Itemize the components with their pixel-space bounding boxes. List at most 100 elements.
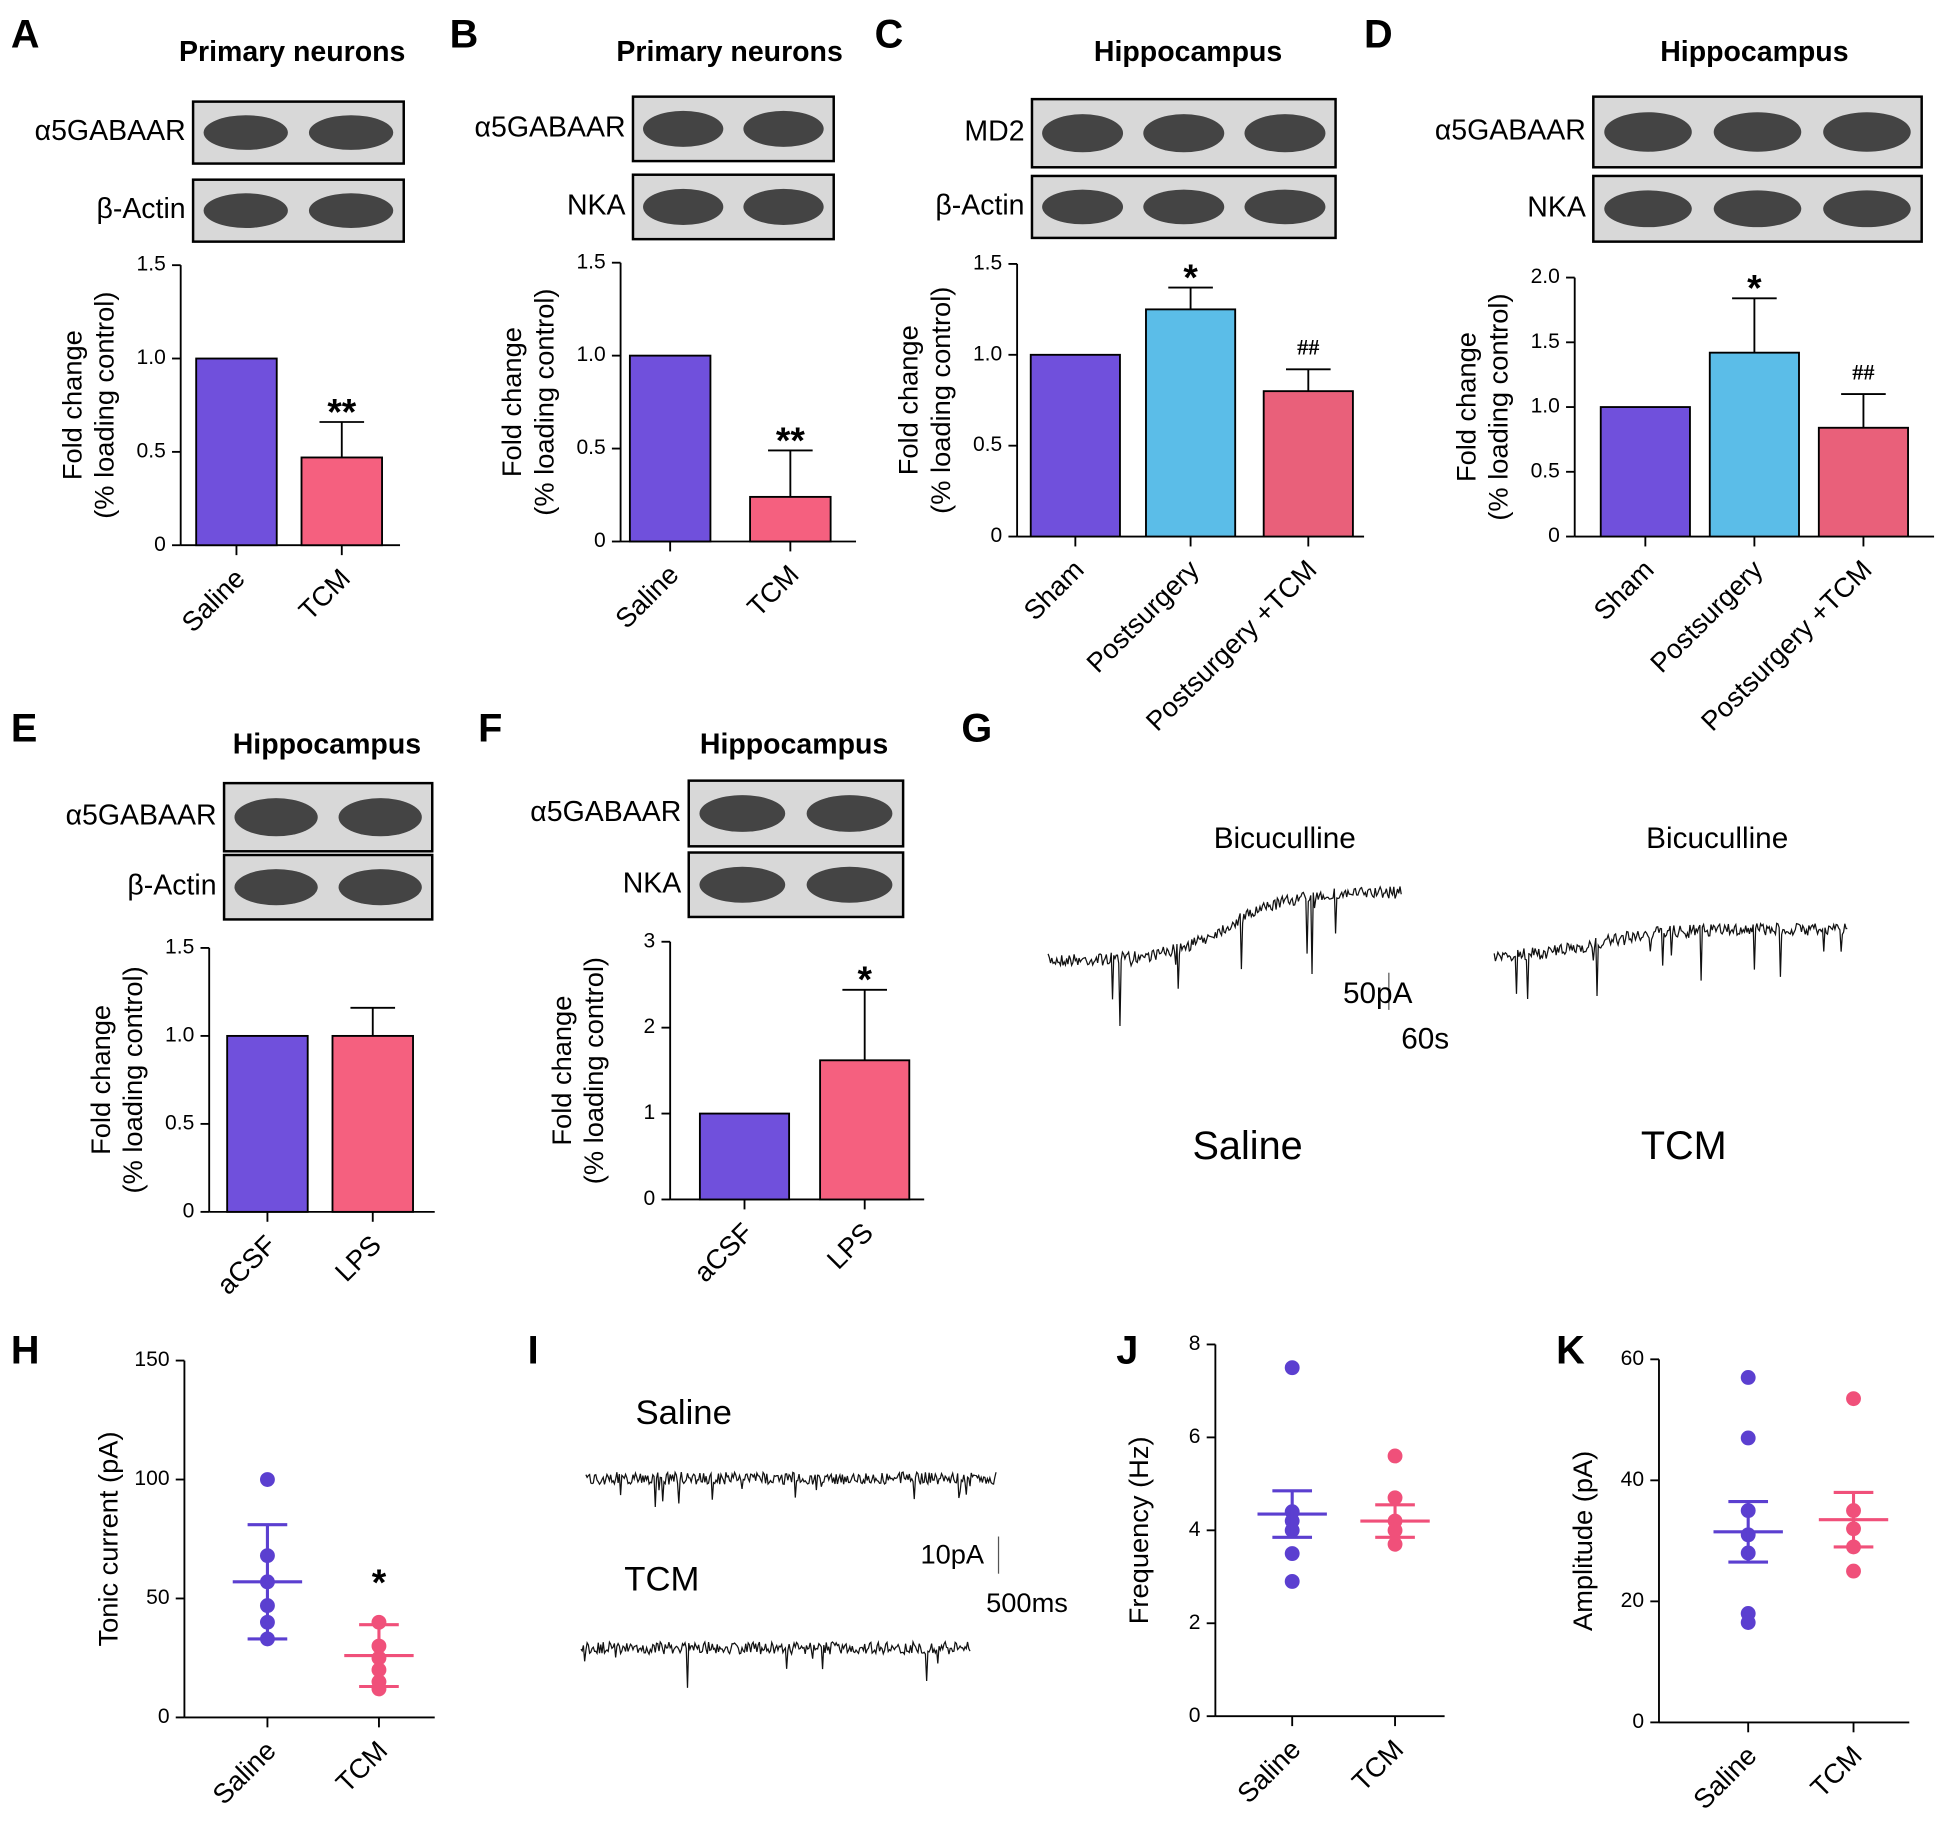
trace-label: 60s	[1401, 1023, 1449, 1056]
blot-label: α5GABAAR	[475, 111, 626, 143]
blot-band	[203, 115, 288, 150]
y-axis-label: (% loading control)	[578, 957, 609, 1184]
error-bar	[1841, 393, 1886, 428]
y-tick-label: 50	[146, 1586, 169, 1609]
y-tick-label: 3	[644, 929, 656, 952]
y-tick-label: 0.5	[137, 439, 166, 462]
trace-label: TCM	[1641, 1124, 1727, 1168]
panel-letter: F	[478, 707, 502, 751]
y-tick-label: 0.5	[973, 433, 1002, 456]
blot-band	[1042, 189, 1124, 225]
chart-title: Hippocampus	[1094, 36, 1282, 68]
panel-letter: B	[450, 13, 479, 57]
data-point	[1740, 1370, 1756, 1385]
error-bar	[1833, 1490, 1874, 1549]
panel-letter: H	[11, 1329, 40, 1373]
bar	[749, 495, 832, 543]
blot-band	[643, 110, 724, 147]
trace	[1493, 922, 1848, 1000]
data-point	[1846, 1391, 1861, 1407]
y-tick-label: 2	[1189, 1611, 1201, 1634]
bar	[1599, 406, 1691, 538]
bar	[226, 1034, 309, 1213]
blot-band	[1604, 190, 1692, 228]
trace-label: TCM	[624, 1560, 699, 1598]
data-point	[260, 1472, 275, 1487]
significance: *	[372, 1561, 387, 1603]
blot-label: α5GABAAR	[66, 800, 217, 832]
x-tick-label: TCM	[1804, 1740, 1868, 1804]
error-bar	[1272, 1489, 1313, 1539]
bar	[1029, 353, 1121, 538]
blot-band	[1143, 189, 1225, 225]
x-tick-label: Saline	[1687, 1740, 1762, 1815]
y-tick-label: 60	[1621, 1347, 1644, 1370]
chart-title: Primary neurons	[616, 36, 842, 68]
y-tick-label: 1.5	[973, 251, 1002, 274]
y-tick-label: 0	[1632, 1710, 1644, 1733]
bar	[300, 456, 383, 547]
blot-band	[234, 869, 318, 906]
x-tick-label: Saline	[1231, 1733, 1306, 1808]
y-tick-label: 0	[594, 529, 606, 552]
trace	[1047, 885, 1402, 1027]
y-axis-label: (% loading control)	[117, 966, 148, 1193]
blot-band	[203, 193, 288, 228]
panel-letter: A	[11, 13, 40, 57]
data-point	[1387, 1536, 1403, 1552]
x-tick-label: LPS	[329, 1229, 387, 1287]
x-tick-label: TCM	[1346, 1733, 1410, 1797]
error-bar	[1375, 1503, 1415, 1539]
y-tick-label: 1.5	[165, 935, 194, 958]
y-tick-label: 1.0	[137, 346, 166, 369]
y-tick-label: 0	[158, 1705, 170, 1728]
error-bar	[319, 421, 365, 458]
y-tick-label: 0	[154, 533, 166, 556]
y-tick-label: 1.0	[576, 343, 605, 366]
data-point	[1284, 1360, 1300, 1376]
x-tick-label: LPS	[821, 1217, 879, 1275]
error-bar	[768, 449, 813, 497]
blot-band	[1713, 190, 1802, 228]
blot-label: NKA	[1527, 191, 1586, 223]
error-bar	[247, 1523, 288, 1641]
blot-band	[1823, 190, 1911, 228]
data-point	[1284, 1546, 1300, 1561]
x-tick-label: Sham	[1017, 554, 1089, 626]
x-tick-label: Saline	[609, 559, 684, 634]
blot-band	[1823, 112, 1911, 152]
significance: *	[857, 958, 872, 1000]
error-bar	[359, 1623, 399, 1689]
panel-letter: I	[528, 1329, 539, 1373]
bar	[628, 354, 712, 543]
y-tick-label: 0.5	[1531, 459, 1560, 482]
y-axis-label: (% loading control)	[89, 292, 120, 519]
y-tick-label: 40	[1621, 1468, 1644, 1491]
bar	[195, 357, 278, 547]
bar	[1708, 351, 1800, 538]
x-tick-label: Postsurgery	[1080, 553, 1205, 678]
blot-band	[1143, 114, 1225, 153]
trace-label: 50pA	[1343, 977, 1413, 1010]
blot-band	[743, 188, 824, 225]
y-tick-label: 4	[1189, 1518, 1201, 1541]
blot-band	[743, 110, 824, 147]
x-tick-label: Sham	[1587, 554, 1659, 626]
data-point	[1740, 1430, 1756, 1446]
y-axis-label: Fold change	[893, 325, 924, 475]
error-bar	[350, 1006, 396, 1036]
trace	[580, 1639, 971, 1688]
x-tick-label: TCM	[330, 1735, 394, 1799]
y-axis-label: Fold change	[546, 996, 577, 1146]
y-tick-label: 1.0	[1531, 395, 1560, 418]
bar	[1817, 426, 1909, 538]
blot-label: MD2	[964, 116, 1024, 148]
error-bar	[1286, 368, 1331, 392]
trace-label: Bicuculline	[1646, 822, 1788, 855]
error-bar	[1168, 286, 1213, 310]
blot-label: α5GABAAR	[530, 796, 681, 828]
bar	[1262, 390, 1354, 538]
y-axis-label: Fold change	[1450, 332, 1481, 482]
y-axis-label: (% loading control)	[925, 287, 956, 514]
